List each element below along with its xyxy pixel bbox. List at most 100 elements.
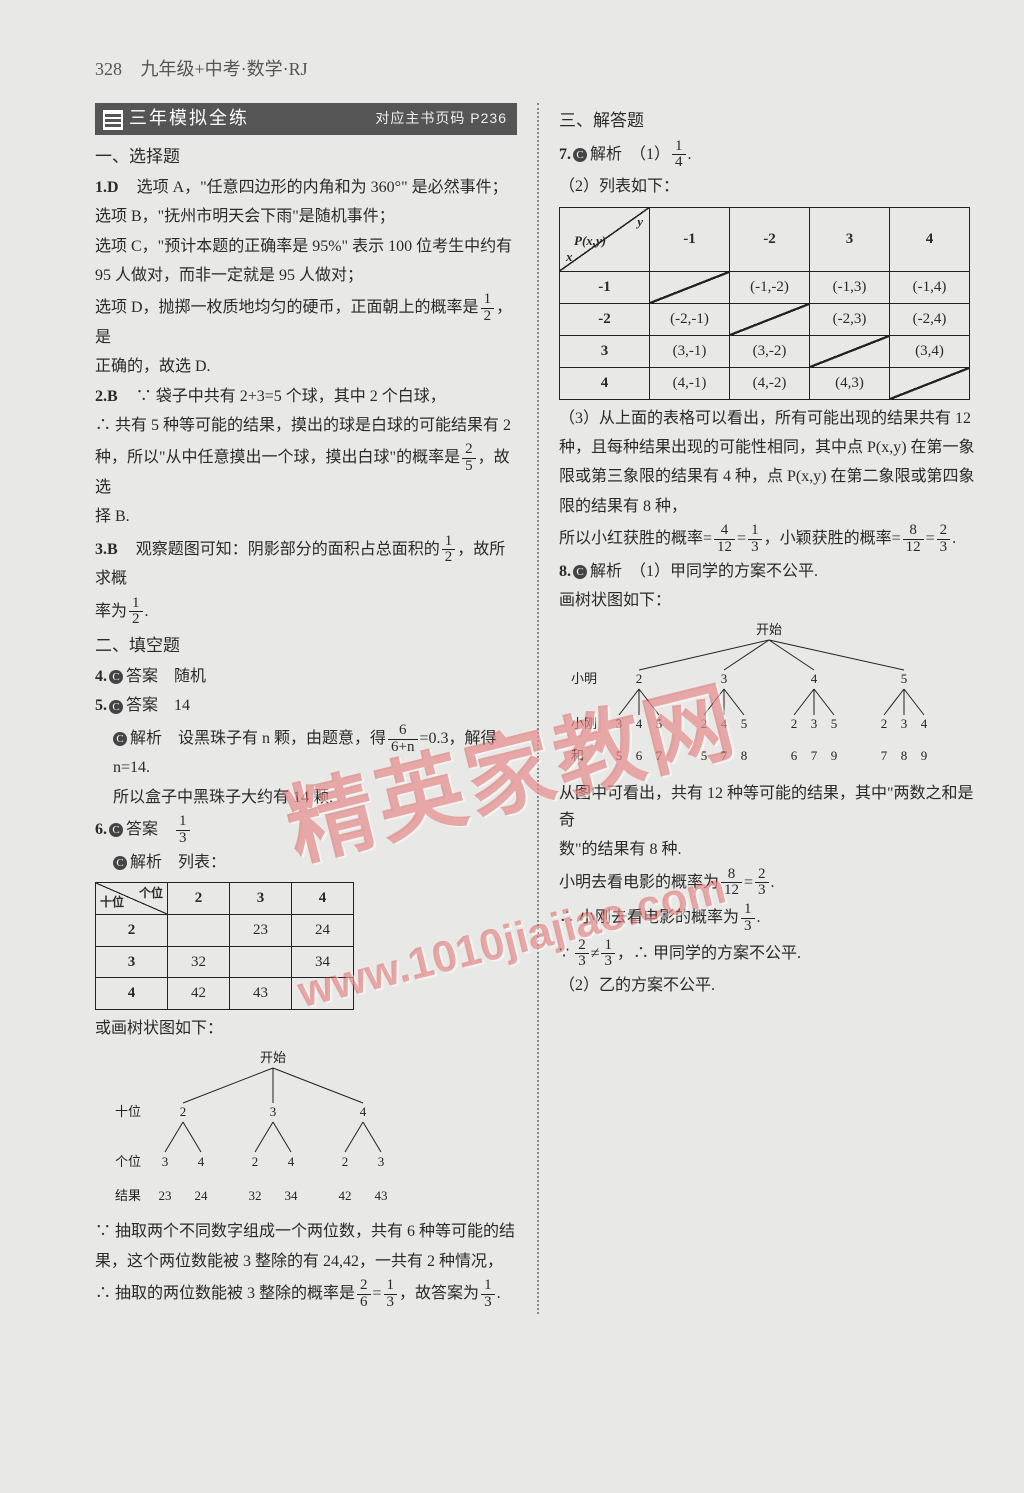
svg-text:6: 6 — [636, 748, 643, 763]
q3-line1: 3.B 观察题图可知：阴影部分的面积占总面积的12，故所求概 — [95, 534, 517, 593]
banner-ref: 对应主书页码 P236 — [375, 107, 507, 130]
svg-text:7: 7 — [881, 748, 888, 763]
svg-text:4: 4 — [288, 1154, 295, 1169]
q8-p5: 小明去看电影的概率为812=23. — [559, 867, 979, 900]
svg-text:4: 4 — [921, 716, 928, 731]
c-icon: C — [109, 700, 123, 714]
svg-text:5: 5 — [741, 716, 748, 731]
q7-p6: 限的结果有 8 种， — [559, 494, 979, 520]
fraction: 12 — [127, 596, 145, 629]
c-icon: C — [109, 823, 123, 837]
c-icon: C — [109, 670, 123, 684]
q8-p4: 数"的结果有 8 种. — [559, 837, 979, 863]
svg-text:5: 5 — [701, 748, 708, 763]
svg-text:34: 34 — [285, 1188, 299, 1203]
svg-text:结果: 结果 — [115, 1188, 141, 1203]
section2-title: 二、填空题 — [95, 632, 517, 660]
q7-p2: （2）列表如下： — [559, 174, 979, 200]
q5: 5.C答案 14 — [95, 693, 517, 719]
q1-line3: 选项 C，"预计本题的正确率是 95%" 表示 100 位考生中约有 — [95, 234, 517, 260]
q7-p4: 种，且每种结果出现的可能性相同，其中点 P(x,y) 在第一象 — [559, 435, 979, 461]
q2-line4: 择 B. — [95, 504, 517, 530]
svg-text:8: 8 — [741, 748, 748, 763]
svg-text:4: 4 — [636, 716, 643, 731]
svg-text:3: 3 — [811, 716, 818, 731]
svg-text:2: 2 — [881, 716, 888, 731]
q8-p2: 画树状图如下： — [559, 588, 979, 614]
svg-text:3: 3 — [270, 1104, 277, 1119]
svg-text:2: 2 — [252, 1154, 259, 1169]
diag-cell: yP(x,y)x — [560, 207, 650, 271]
q2-line3: 种，所以"从中任意摸出一个球，摸出白球"的概率是25，故选 — [95, 442, 517, 501]
svg-text:十位: 十位 — [115, 1104, 141, 1119]
q7-table: yP(x,y)x -1 -2 3 4 -1(-1,-2)(-1,3)(-1,4)… — [559, 207, 970, 400]
svg-text:开始: 开始 — [260, 1050, 286, 1065]
q3-line2: 率为12. — [95, 596, 517, 629]
q6-c3: ∴ 抽取的两位数能被 3 整除的概率是26=13，故答案为13. — [95, 1278, 517, 1311]
fraction: 12 — [440, 534, 458, 567]
columns: 三年模拟全练 对应主书页码 P236 一、选择题 1.D 选项 A，"任意四边形… — [95, 103, 954, 1314]
svg-text:2: 2 — [701, 716, 708, 731]
q4: 4.C答案 随机 — [95, 664, 517, 690]
svg-text:32: 32 — [249, 1188, 262, 1203]
svg-text:4: 4 — [360, 1104, 367, 1119]
q8-head: 8.C解析 （1）甲同学的方案不公平. — [559, 559, 979, 585]
svg-text:3: 3 — [721, 671, 728, 686]
book-icon — [101, 108, 123, 130]
svg-text:和: 和 — [571, 748, 584, 763]
diag-cell: 十位个位 — [96, 883, 168, 915]
q5-exp2: 所以盒子中黑珠子大约有 14 颗. — [95, 785, 517, 811]
svg-text:6: 6 — [791, 748, 798, 763]
svg-text:小刚: 小刚 — [571, 716, 597, 731]
page-title: 九年级+中考·数学·RJ — [141, 59, 308, 79]
svg-text:4: 4 — [721, 716, 728, 731]
section-banner: 三年模拟全练 对应主书页码 P236 — [95, 103, 517, 135]
q2-line2: ∴ 共有 5 种等可能的结果，摸出的球是白球的可能结果有 2 — [95, 413, 517, 439]
q8-p3: 从图中可看出，共有 12 种等可能的结果，其中"两数之和是奇 — [559, 781, 979, 834]
svg-text:43: 43 — [375, 1188, 388, 1203]
fraction: 25 — [460, 442, 478, 475]
fraction: 12 — [479, 292, 497, 325]
q2-line1: 2.B ∵ 袋子中共有 2+3=5 个球，其中 2 个白球， — [95, 384, 517, 410]
column-left: 三年模拟全练 对应主书页码 P236 一、选择题 1.D 选项 A，"任意四边形… — [95, 103, 517, 1314]
q7-p3: （3）从上面的表格可以看出，所有可能出现的结果共有 12 — [559, 406, 979, 432]
q7-p1: 7.C解析 （1）14. — [559, 139, 979, 172]
q6-tree-diagram: 开始 十位 2 3 4 个位 3 4 2 4 2 3 结果 23 24 32 3… — [95, 1048, 455, 1213]
svg-text:5: 5 — [901, 671, 908, 686]
svg-text:7: 7 — [721, 748, 728, 763]
q8-p8: （2）乙的方案不公平. — [559, 973, 979, 999]
banner-title: 三年模拟全练 — [129, 104, 249, 134]
q7-p7: 所以小红获胜的概率=412=13，小颖获胜的概率=812=23. — [559, 523, 979, 556]
svg-text:8: 8 — [901, 748, 908, 763]
svg-text:5: 5 — [831, 716, 838, 731]
q8-tree-diagram: 开始 小明 2 3 4 5 小刚 345 245 235 234 和 567 5… — [559, 620, 979, 775]
q6-c2: 果，这个两位数能被 3 整除的有 24,42，一共有 2 种情况， — [95, 1249, 517, 1275]
c-icon: C — [573, 565, 587, 579]
q1-line5: 选项 D，抛掷一枚质地均匀的硬币，正面朝上的概率是12，是 — [95, 292, 517, 351]
q1-line6: 正确的，故选 D. — [95, 354, 517, 380]
c-icon: C — [113, 732, 127, 746]
section3-title: 三、解答题 — [559, 107, 979, 135]
c-icon: C — [573, 148, 587, 162]
svg-text:7: 7 — [811, 748, 818, 763]
svg-text:3: 3 — [616, 716, 623, 731]
q6-table: 十位个位 2 3 4 22324 33234 44243 — [95, 882, 354, 1010]
q5-exp1: C解析 设黑珠子有 n 颗，由题意，得66+n=0.3，解得 n=14. — [95, 723, 517, 782]
svg-text:小明: 小明 — [571, 671, 597, 686]
svg-text:42: 42 — [339, 1188, 352, 1203]
q6-tree-intro: 或画树状图如下： — [95, 1016, 517, 1042]
svg-text:4: 4 — [198, 1154, 205, 1169]
q7-p5: 限或第三象限的结果有 4 种，点 P(x,y) 在第二象限或第四象 — [559, 464, 979, 490]
svg-text:开始: 开始 — [756, 622, 782, 637]
page-header: 328 九年级+中考·数学·RJ — [95, 55, 954, 85]
q1-line1: 1.D 选项 A，"任意四边形的内角和为 360°" 是必然事件； — [95, 175, 517, 201]
q6-exp-intro: C解析 列表： — [95, 850, 517, 876]
svg-text:9: 9 — [921, 748, 928, 763]
c-icon: C — [113, 856, 127, 870]
svg-text:5: 5 — [616, 748, 623, 763]
q8-p7: ∵ 23≠13，∴ 甲同学的方案不公平. — [559, 938, 979, 971]
svg-text:2: 2 — [791, 716, 798, 731]
fraction: 13 — [174, 814, 192, 847]
q8-p6: ∴ 小刚去看电影的概率为13. — [559, 902, 979, 935]
svg-text:5: 5 — [656, 716, 663, 731]
